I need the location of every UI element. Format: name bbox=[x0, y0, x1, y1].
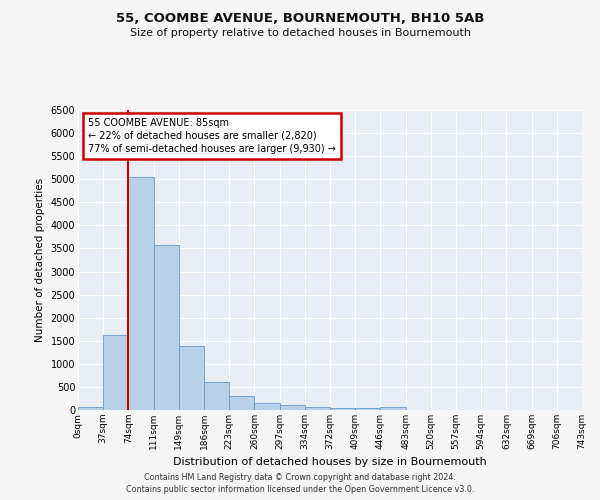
Y-axis label: Number of detached properties: Number of detached properties bbox=[35, 178, 45, 342]
Bar bbox=[128, 177, 154, 410]
Bar bbox=[154, 245, 179, 410]
Bar bbox=[179, 346, 204, 410]
Bar bbox=[103, 335, 128, 410]
Bar bbox=[280, 405, 305, 410]
Text: Contains public sector information licensed under the Open Government Licence v3: Contains public sector information licen… bbox=[126, 485, 474, 494]
Text: Size of property relative to detached houses in Bournemouth: Size of property relative to detached ho… bbox=[130, 28, 470, 38]
Bar bbox=[330, 408, 355, 410]
Bar bbox=[305, 406, 330, 410]
X-axis label: Distribution of detached houses by size in Bournemouth: Distribution of detached houses by size … bbox=[173, 458, 487, 468]
Bar bbox=[355, 408, 380, 410]
Text: 55 COOMBE AVENUE: 85sqm
← 22% of detached houses are smaller (2,820)
77% of semi: 55 COOMBE AVENUE: 85sqm ← 22% of detache… bbox=[88, 118, 336, 154]
Bar bbox=[380, 408, 406, 410]
Text: Contains HM Land Registry data © Crown copyright and database right 2024.: Contains HM Land Registry data © Crown c… bbox=[144, 472, 456, 482]
Text: 55, COOMBE AVENUE, BOURNEMOUTH, BH10 5AB: 55, COOMBE AVENUE, BOURNEMOUTH, BH10 5AB bbox=[116, 12, 484, 26]
Bar bbox=[78, 407, 103, 410]
Bar bbox=[204, 382, 229, 410]
Bar bbox=[254, 403, 280, 410]
Bar bbox=[229, 396, 254, 410]
